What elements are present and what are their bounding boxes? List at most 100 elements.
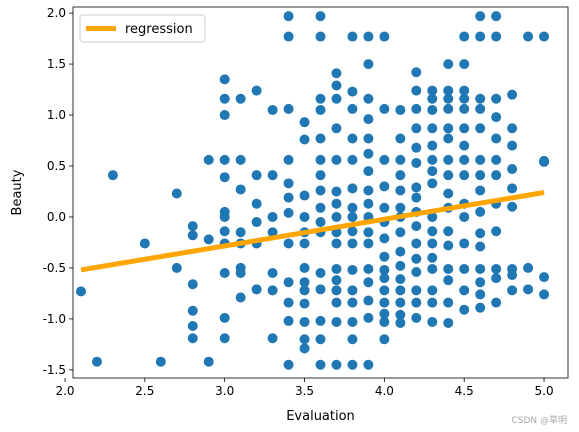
data-point xyxy=(427,85,438,96)
data-point xyxy=(459,238,470,249)
data-point xyxy=(379,264,390,275)
data-point xyxy=(427,154,438,165)
data-point xyxy=(347,334,358,345)
data-point xyxy=(459,211,470,222)
data-point xyxy=(347,316,358,327)
data-point xyxy=(219,154,230,165)
data-point xyxy=(427,211,438,222)
data-point xyxy=(443,59,454,70)
data-point xyxy=(475,277,486,288)
data-point xyxy=(283,192,294,203)
data-point xyxy=(395,260,406,271)
data-point xyxy=(395,227,406,238)
data-point xyxy=(363,198,374,209)
data-point xyxy=(363,59,374,70)
data-point xyxy=(427,263,438,274)
data-point xyxy=(395,170,406,181)
data-point xyxy=(539,31,550,42)
data-point xyxy=(507,164,518,175)
data-point xyxy=(443,103,454,114)
data-point xyxy=(491,263,502,274)
data-point xyxy=(411,182,422,193)
data-point xyxy=(235,154,246,165)
data-point xyxy=(363,263,374,274)
data-point xyxy=(139,238,150,249)
watermark-text: CSDN @草明 xyxy=(511,416,567,426)
data-point xyxy=(187,305,198,316)
data-point xyxy=(267,285,278,296)
data-point xyxy=(347,285,358,296)
x-tick-label: 4.5 xyxy=(455,384,474,398)
data-point xyxy=(219,333,230,344)
data-point xyxy=(219,172,230,183)
axes: 2.0 2.5 3.0 3.5 4.0 4.5 5.0 -1.5 -1.0 -0.5 0.0 0.5 1… xyxy=(10,6,569,424)
data-point xyxy=(411,67,422,78)
data-point xyxy=(315,93,326,104)
data-point xyxy=(395,185,406,196)
data-point xyxy=(475,11,486,22)
data-point xyxy=(315,133,326,144)
data-point xyxy=(411,103,422,114)
data-point xyxy=(507,285,518,296)
data-point xyxy=(459,59,470,70)
data-point xyxy=(331,93,342,104)
legend: regression xyxy=(79,14,206,43)
data-point xyxy=(347,211,358,222)
data-point xyxy=(315,334,326,345)
data-point xyxy=(459,170,470,181)
data-point xyxy=(363,359,374,370)
data-point xyxy=(203,356,214,367)
data-point xyxy=(315,104,326,115)
data-point xyxy=(363,312,374,323)
y-tick-label: -0.5 xyxy=(43,261,66,275)
data-point xyxy=(475,31,486,42)
data-point xyxy=(411,312,422,323)
data-point xyxy=(427,104,438,115)
data-point xyxy=(171,262,182,273)
data-point xyxy=(299,238,310,249)
data-point xyxy=(219,93,230,104)
data-point xyxy=(395,154,406,165)
data-point xyxy=(395,317,406,328)
y-tick-label: 2.0 xyxy=(47,6,66,20)
data-point xyxy=(363,114,374,125)
data-point xyxy=(507,201,518,212)
data-point xyxy=(235,268,246,279)
data-point xyxy=(363,133,374,144)
data-point xyxy=(331,263,342,274)
data-point xyxy=(331,238,342,249)
data-point xyxy=(491,226,502,237)
data-point xyxy=(315,170,326,181)
data-point xyxy=(251,170,262,181)
data-point xyxy=(347,103,358,114)
data-point xyxy=(459,31,470,42)
data-point xyxy=(443,85,454,96)
data-point xyxy=(539,156,550,167)
data-point xyxy=(251,284,262,295)
data-point xyxy=(411,123,422,134)
data-point xyxy=(443,226,454,237)
data-point xyxy=(251,85,262,96)
data-point xyxy=(395,285,406,296)
data-point xyxy=(507,89,518,100)
data-point xyxy=(267,170,278,181)
x-tick-label: 5.0 xyxy=(535,384,554,398)
x-tick-label: 3.5 xyxy=(295,384,314,398)
data-point xyxy=(91,356,102,367)
data-point xyxy=(379,202,390,213)
x-tick-label: 3.0 xyxy=(215,384,234,398)
data-point xyxy=(315,284,326,295)
data-point xyxy=(283,315,294,326)
data-point xyxy=(267,104,278,115)
data-point xyxy=(491,31,502,42)
data-point xyxy=(347,359,358,370)
y-tick-label: 1.5 xyxy=(47,57,66,71)
y-tick-label: -1.0 xyxy=(43,312,66,326)
x-tick-label: 4.0 xyxy=(375,384,394,398)
y-tick-label: 1.0 xyxy=(47,108,66,122)
data-point xyxy=(411,267,422,277)
data-point xyxy=(475,302,486,313)
data-point xyxy=(187,221,198,232)
data-point xyxy=(251,198,262,209)
regression-line xyxy=(80,190,545,273)
